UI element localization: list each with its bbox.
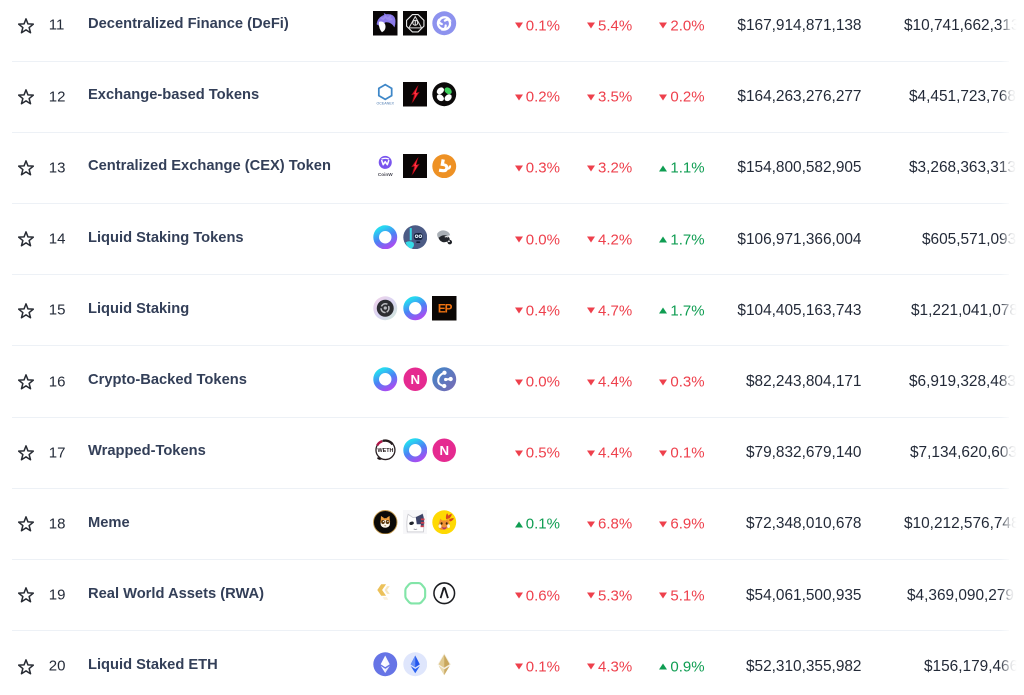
svg-text:N: N <box>439 443 449 458</box>
svg-text:OCEANEX: OCEANEX <box>377 102 395 106</box>
svg-text:N: N <box>410 372 420 387</box>
svg-text:EP: EP <box>438 303 453 316</box>
svg-text:CoinW: CoinW <box>378 171 393 176</box>
svg-text:WETH: WETH <box>377 449 393 455</box>
